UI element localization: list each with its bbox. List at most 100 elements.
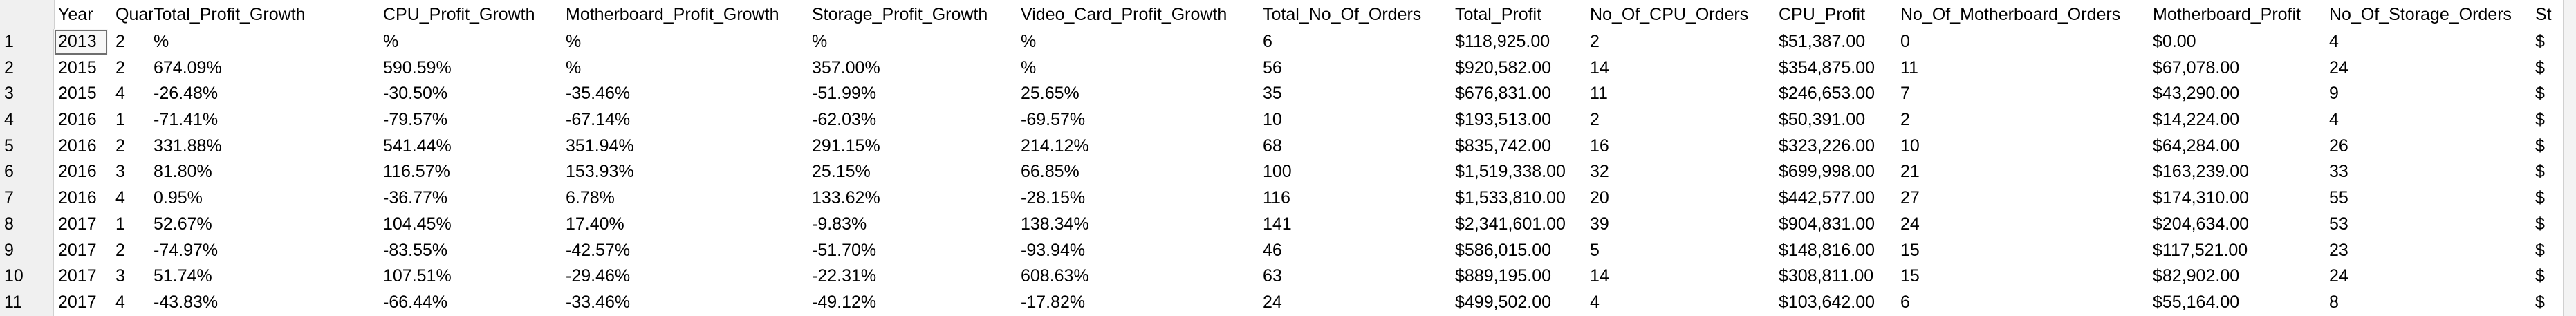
column-header-storage-profit-partial[interactable]: St — [2535, 5, 2552, 24]
cell-quarter[interactable]: 4 — [115, 292, 125, 312]
cell-no-of-motherboard-orders[interactable]: 27 — [1900, 188, 1920, 208]
column-header-no-of-storage-orders[interactable]: No_Of_Storage_Orders — [2329, 5, 2512, 24]
table-row[interactable]: 9 2017 2 -74.97% -83.55% -42.57% -51.70% -93.94… — [0, 237, 2576, 264]
cell-no-of-storage-orders[interactable]: 23 — [2329, 240, 2348, 260]
row-number[interactable]: 5 — [0, 133, 54, 160]
cell-motherboard-profit-growth[interactable]: 17.40% — [566, 214, 624, 234]
row-number[interactable]: 1 — [0, 29, 54, 55]
cell-year[interactable]: 2017 — [58, 240, 97, 260]
cell-motherboard-profit-growth[interactable]: -33.46% — [566, 292, 631, 312]
cell-motherboard-profit[interactable]: $204,634.00 — [2153, 214, 2250, 234]
cell-cpu-profit[interactable]: $148,816.00 — [1779, 240, 1875, 260]
cell-no-of-storage-orders[interactable]: 26 — [2329, 136, 2348, 156]
cell-cpu-profit-growth[interactable]: 107.51% — [383, 266, 452, 286]
cell-total-no-of-orders[interactable]: 116 — [1263, 188, 1290, 208]
cell-no-of-cpu-orders[interactable]: 20 — [1590, 188, 1609, 208]
cell-motherboard-profit[interactable]: $174,310.00 — [2153, 188, 2250, 208]
cell-quarter[interactable]: 4 — [115, 84, 125, 104]
cell-motherboard-profit-growth[interactable]: 153.93% — [566, 162, 634, 182]
cell-no-of-cpu-orders[interactable]: 5 — [1590, 240, 1600, 260]
row-number[interactable]: 6 — [0, 159, 54, 186]
cell-no-of-motherboard-orders[interactable]: 15 — [1900, 266, 1920, 286]
cell-video-card-profit-growth[interactable]: -69.57% — [1021, 110, 1086, 130]
cell-storage-profit-partial[interactable]: $ — [2535, 292, 2545, 312]
cell-storage-profit-growth[interactable]: 25.15% — [812, 162, 871, 182]
cell-total-no-of-orders[interactable]: 35 — [1263, 84, 1282, 104]
cell-cpu-profit-growth[interactable]: -83.55% — [383, 240, 448, 260]
cell-motherboard-profit-growth[interactable]: -35.46% — [566, 84, 631, 104]
cell-total-profit-growth[interactable]: -43.83% — [154, 292, 219, 312]
cell-total-no-of-orders[interactable]: 6 — [1263, 32, 1272, 51]
cell-cpu-profit[interactable]: $442,577.00 — [1779, 188, 1875, 208]
column-header-video-card-profit-growth[interactable]: Video_Card_Profit_Growth — [1021, 5, 1227, 24]
cell-no-of-cpu-orders[interactable]: 14 — [1590, 57, 1609, 77]
row-number[interactable]: 8 — [0, 211, 54, 238]
cell-cpu-profit-growth[interactable]: 116.57% — [383, 162, 450, 182]
cell-motherboard-profit-growth[interactable]: 6.78% — [566, 188, 615, 208]
cell-cpu-profit-growth[interactable]: -36.77% — [383, 188, 448, 208]
cell-total-profit[interactable]: $499,502.00 — [1455, 292, 1552, 312]
table-row[interactable]: 2 2015 2 674.09% 590.59%% 357.00%% 56 $920,582.… — [0, 55, 2576, 82]
cell-storage-profit-partial[interactable]: $ — [2535, 188, 2545, 208]
cell-no-of-storage-orders[interactable]: 4 — [2329, 110, 2339, 130]
cell-quarter[interactable]: 2 — [115, 136, 125, 156]
cell-no-of-cpu-orders[interactable]: 39 — [1590, 214, 1609, 234]
row-number[interactable]: 4 — [0, 107, 54, 133]
table-row[interactable]: 7 2016 4 0.95% -36.77% 6.78% 133.62% -28.15% 116… — [0, 185, 2576, 212]
cell-motherboard-profit[interactable]: $43,290.00 — [2153, 84, 2240, 104]
cell-quarter[interactable]: 1 — [115, 110, 125, 130]
cell-storage-profit-growth[interactable]: -51.70% — [812, 240, 877, 260]
cell-year[interactable]: 2017 — [58, 266, 97, 286]
cell-no-of-cpu-orders[interactable]: 2 — [1590, 32, 1600, 51]
cell-cpu-profit[interactable]: $308,811.00 — [1779, 266, 1874, 286]
cell-total-profit[interactable]: $118,925.00 — [1455, 32, 1550, 51]
cell-year[interactable]: 2015 — [58, 84, 97, 104]
cell-total-profit-growth[interactable]: 331.88% — [154, 136, 222, 156]
cell-motherboard-profit[interactable]: $55,164.00 — [2153, 292, 2240, 312]
cell-total-no-of-orders[interactable]: 63 — [1263, 266, 1282, 286]
cell-storage-profit-growth[interactable]: -62.03% — [812, 110, 877, 130]
cell-video-card-profit-growth[interactable]: 608.63% — [1021, 266, 1089, 286]
cell-storage-profit-growth[interactable]: 291.15% — [812, 136, 880, 156]
cell-no-of-cpu-orders[interactable]: 2 — [1590, 110, 1600, 130]
column-header-total-profit[interactable]: Total_Profit — [1455, 5, 1542, 24]
cell-cpu-profit[interactable]: $904,831.00 — [1779, 214, 1875, 234]
cell-motherboard-profit[interactable]: $64,284.00 — [2153, 136, 2240, 156]
cell-no-of-motherboard-orders[interactable]: 2 — [1900, 110, 1910, 130]
cell-motherboard-profit[interactable]: $0.00 — [2153, 32, 2196, 51]
cell-motherboard-profit[interactable]: $117,521.00 — [2153, 240, 2248, 260]
cell-no-of-cpu-orders[interactable]: 16 — [1590, 136, 1609, 156]
cell-video-card-profit-growth[interactable]: 66.85% — [1021, 162, 1079, 182]
row-number[interactable]: 2 — [0, 55, 54, 82]
cell-total-profit[interactable]: $889,195.00 — [1455, 266, 1552, 286]
cell-no-of-motherboard-orders[interactable]: 10 — [1900, 136, 1920, 156]
cell-storage-profit-growth[interactable]: -51.99% — [812, 84, 877, 104]
cell-cpu-profit-growth[interactable]: 104.45% — [383, 214, 452, 234]
table-row[interactable]: 1 2013 2%%%%% 6 $118,925.00 2 $51,387.00 0 $0.00… — [0, 29, 2576, 55]
cell-storage-profit-partial[interactable]: $ — [2535, 84, 2545, 104]
table-row[interactable]: 6 2016 3 81.80% 116.57% 153.93% 25.15% 66.85% 10… — [0, 159, 2576, 186]
column-header-no-of-cpu-orders[interactable]: No_Of_CPU_Orders — [1590, 5, 1749, 24]
cell-cpu-profit-growth[interactable]: -79.57% — [383, 110, 448, 130]
table-row[interactable]: 4 2016 1 -71.41% -79.57% -67.14% -62.03% -69.57… — [0, 107, 2576, 133]
cell-motherboard-profit[interactable]: $163,239.00 — [2153, 162, 2250, 182]
cell-quarter[interactable]: 4 — [115, 188, 125, 208]
cell-year[interactable]: 2016 — [58, 162, 97, 182]
cell-total-no-of-orders[interactable]: 68 — [1263, 136, 1282, 156]
cell-no-of-motherboard-orders[interactable]: 15 — [1900, 240, 1920, 260]
column-header-cpu-profit[interactable]: CPU_Profit — [1779, 5, 1866, 24]
column-header-motherboard-profit[interactable]: Motherboard_Profit — [2153, 5, 2301, 24]
cell-total-profit[interactable]: $1,519,338.00 — [1455, 162, 1566, 182]
cell-motherboard-profit-growth[interactable]: % — [566, 32, 582, 51]
cell-total-no-of-orders[interactable]: 141 — [1263, 214, 1292, 234]
cell-year[interactable]: 2013 — [54, 29, 108, 55]
cell-cpu-profit[interactable]: $103,642.00 — [1779, 292, 1875, 312]
cell-total-no-of-orders[interactable]: 10 — [1263, 110, 1282, 130]
cell-total-profit[interactable]: $1,533,810.00 — [1455, 188, 1566, 208]
cell-video-card-profit-growth[interactable]: % — [1021, 32, 1037, 51]
cell-storage-profit-partial[interactable]: $ — [2535, 162, 2545, 182]
cell-no-of-storage-orders[interactable]: 4 — [2329, 32, 2339, 51]
cell-motherboard-profit-growth[interactable]: -67.14% — [566, 110, 631, 130]
table-row[interactable]: 10 2017 3 51.74% 107.51% -29.46% -22.31% 608.63… — [0, 263, 2576, 290]
cell-total-profit-growth[interactable]: % — [154, 32, 169, 51]
